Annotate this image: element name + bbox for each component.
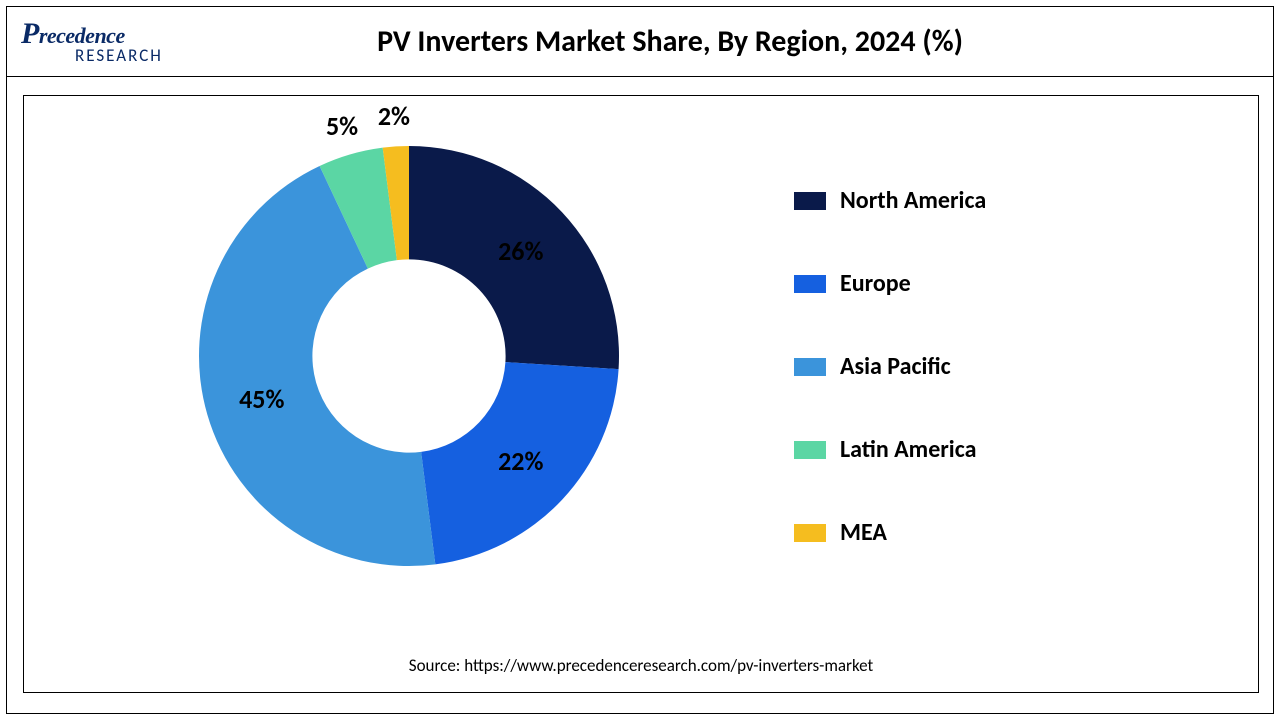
legend-item-mea: MEA	[794, 518, 1194, 547]
legend-label: MEA	[840, 518, 887, 547]
legend-label: Latin America	[840, 435, 976, 464]
slice-label-north-america: 26%	[498, 235, 543, 267]
legend-label: Asia Pacific	[840, 352, 951, 381]
legend-item-europe: Europe	[794, 269, 1194, 298]
donut-slices	[199, 146, 619, 566]
legend-swatch	[794, 524, 826, 542]
outer-frame: Precedence RESEARCH PV Inverters Market …	[6, 6, 1274, 714]
slice-label-europe: 22%	[498, 445, 543, 477]
donut-chart: 26%22%45%5%2%	[189, 136, 629, 576]
slice-label-asia-pacific: 45%	[239, 383, 284, 415]
legend-swatch	[794, 441, 826, 459]
chart-title: PV Inverters Market Share, By Region, 20…	[7, 23, 1273, 60]
source-line: Source: https://www.precedenceresearch.c…	[24, 655, 1258, 676]
legend-label: Europe	[840, 269, 911, 298]
chart-body: 26% 22% 45% 5% 2% North America Europe Asia Pa…	[23, 95, 1259, 693]
legend-item-asia-pacific: Asia Pacific	[794, 352, 1194, 381]
slice-label-mea: 2%	[378, 100, 410, 132]
legend-item-north-america: North America	[794, 186, 1194, 215]
title-bar: Precedence RESEARCH PV Inverters Market …	[7, 7, 1273, 77]
legend-item-latin-america: Latin America	[794, 435, 1194, 464]
legend-label: North America	[840, 186, 986, 215]
brand-logo: Precedence RESEARCH	[21, 17, 163, 66]
legend-swatch	[794, 358, 826, 376]
legend: North America Europe Asia Pacific Latin Ame…	[794, 186, 1194, 601]
legend-swatch	[794, 275, 826, 293]
legend-swatch	[794, 192, 826, 210]
slice-label-latin-america: 5%	[326, 110, 358, 142]
donut-svg	[189, 136, 629, 576]
